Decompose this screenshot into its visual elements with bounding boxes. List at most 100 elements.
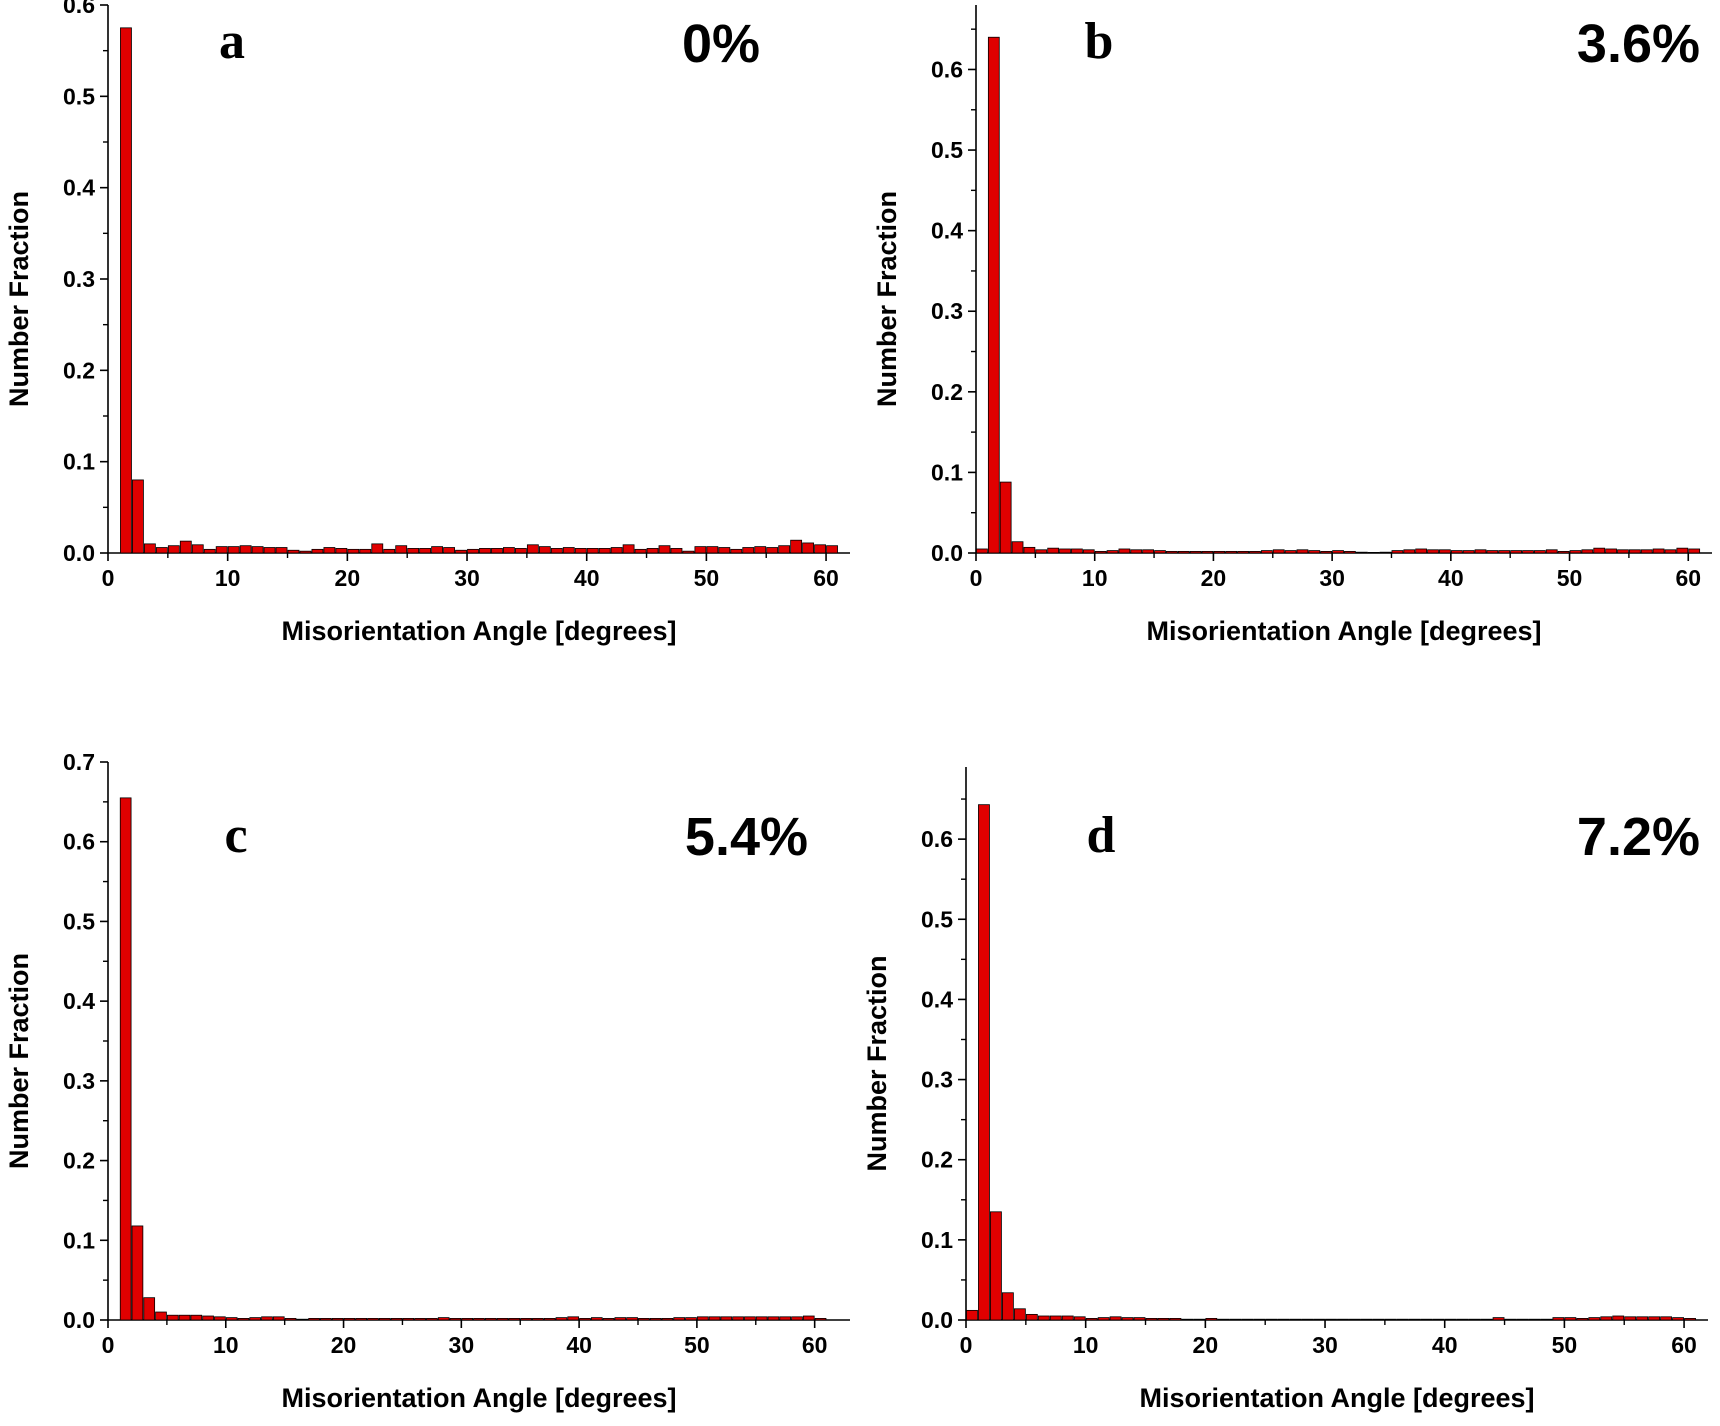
bar (1332, 550, 1344, 554)
bar (1118, 548, 1131, 554)
bar (431, 546, 444, 554)
tick-labels: 0 10 20 30 40 50 60 0.0 0.1 0.2 0.3 0.4 0.5 0.6 (921, 826, 1697, 1358)
bar (1372, 1318, 1385, 1321)
bar (143, 543, 156, 554)
bar (802, 542, 815, 554)
bar (814, 544, 826, 554)
bar (395, 545, 408, 554)
y-tick-label: 0.3 (921, 1067, 953, 1093)
axis-frame (975, 5, 1712, 554)
y-tick-label: 0.3 (63, 1068, 95, 1094)
bar (826, 545, 838, 554)
bar (1320, 550, 1333, 554)
bar (720, 1316, 733, 1321)
bar (514, 548, 527, 554)
bar (203, 548, 216, 554)
x-tick-label: 50 (1552, 1332, 1578, 1358)
bar (1253, 1318, 1266, 1321)
bar (1025, 1313, 1038, 1321)
bar-series (119, 797, 827, 1321)
y-tick-label: 0.4 (931, 218, 963, 244)
bar (287, 549, 300, 554)
y-tick-label: 0.6 (931, 56, 963, 82)
bar (479, 548, 491, 554)
bar (555, 1317, 568, 1321)
x-tick-label: 40 (566, 1332, 592, 1358)
bar (1193, 1318, 1206, 1321)
bar (437, 1317, 450, 1321)
x-tick-label: 40 (1432, 1332, 1458, 1358)
bar (1349, 1318, 1361, 1321)
bar (802, 1315, 815, 1321)
bar (1450, 550, 1463, 554)
bar (179, 540, 192, 554)
bar (1403, 549, 1416, 554)
x-tick-label: 30 (1319, 565, 1345, 591)
bar (1325, 1318, 1337, 1321)
bar (1664, 549, 1677, 554)
bar (520, 1318, 532, 1321)
x-tick-label: 0 (102, 1332, 115, 1358)
bar (1166, 550, 1178, 554)
bar (390, 1318, 403, 1321)
bar (119, 797, 132, 1321)
x-tick-label: 10 (1073, 1332, 1099, 1358)
y-tick-label: 0.4 (921, 986, 953, 1012)
tick-marks (968, 28, 1690, 561)
tick-labels: 0 10 20 30 40 50 60 0.0 0.1 0.2 0.3 0.4 0.5 0.6 (63, 0, 839, 591)
bar (383, 548, 396, 554)
bar (1540, 1318, 1553, 1321)
y-axis-title: Number Fraction (872, 191, 902, 407)
y-tick-label: 0.2 (63, 1148, 95, 1174)
bar (1177, 550, 1190, 554)
bar (1157, 1318, 1170, 1321)
bar (214, 1316, 226, 1321)
bar (1480, 1318, 1493, 1321)
bar (261, 1316, 273, 1321)
bar (1652, 548, 1665, 554)
bar (1130, 549, 1143, 554)
bar (1688, 548, 1701, 554)
bar (673, 1317, 686, 1321)
bar (263, 547, 276, 554)
bar (484, 1318, 497, 1321)
bar (367, 1318, 379, 1321)
bar (1085, 1318, 1098, 1321)
bar (532, 1318, 544, 1321)
panel-strain-label: 3.6% (1577, 14, 1700, 74)
bar (649, 1318, 662, 1321)
bar (461, 1318, 474, 1321)
bar (120, 27, 132, 554)
y-tick-label: 0.6 (63, 0, 95, 18)
bar (1071, 548, 1083, 554)
bar (696, 1316, 709, 1321)
bar (284, 1318, 297, 1321)
x-tick-label: 0 (960, 1332, 973, 1358)
bar (1142, 549, 1154, 554)
bar (638, 1318, 650, 1321)
bar (1109, 1316, 1122, 1321)
bar (744, 1316, 756, 1321)
bar (347, 548, 360, 554)
x-tick-label: 40 (1438, 565, 1464, 591)
bar (1059, 548, 1071, 554)
bar (239, 545, 252, 554)
bar (767, 1316, 780, 1321)
bar (682, 550, 695, 554)
y-tick-label: 0.2 (63, 357, 95, 383)
bar (155, 547, 168, 554)
bar (634, 548, 647, 554)
y-tick-label: 0.0 (63, 1307, 95, 1333)
y-tick-label: 0.4 (63, 988, 95, 1014)
bar (272, 1316, 285, 1321)
x-tick-label: 30 (449, 1332, 475, 1358)
bar (732, 1316, 744, 1321)
bar (132, 479, 144, 554)
bar (1605, 548, 1617, 554)
bar (1593, 547, 1606, 554)
bar (706, 546, 719, 554)
bar (1612, 1315, 1625, 1321)
tick-marks (100, 4, 827, 561)
tick-labels: 0 10 20 30 40 50 60 0.0 0.1 0.2 0.3 0.4 0.5 0.6 (931, 56, 1701, 591)
bar (1106, 550, 1119, 554)
